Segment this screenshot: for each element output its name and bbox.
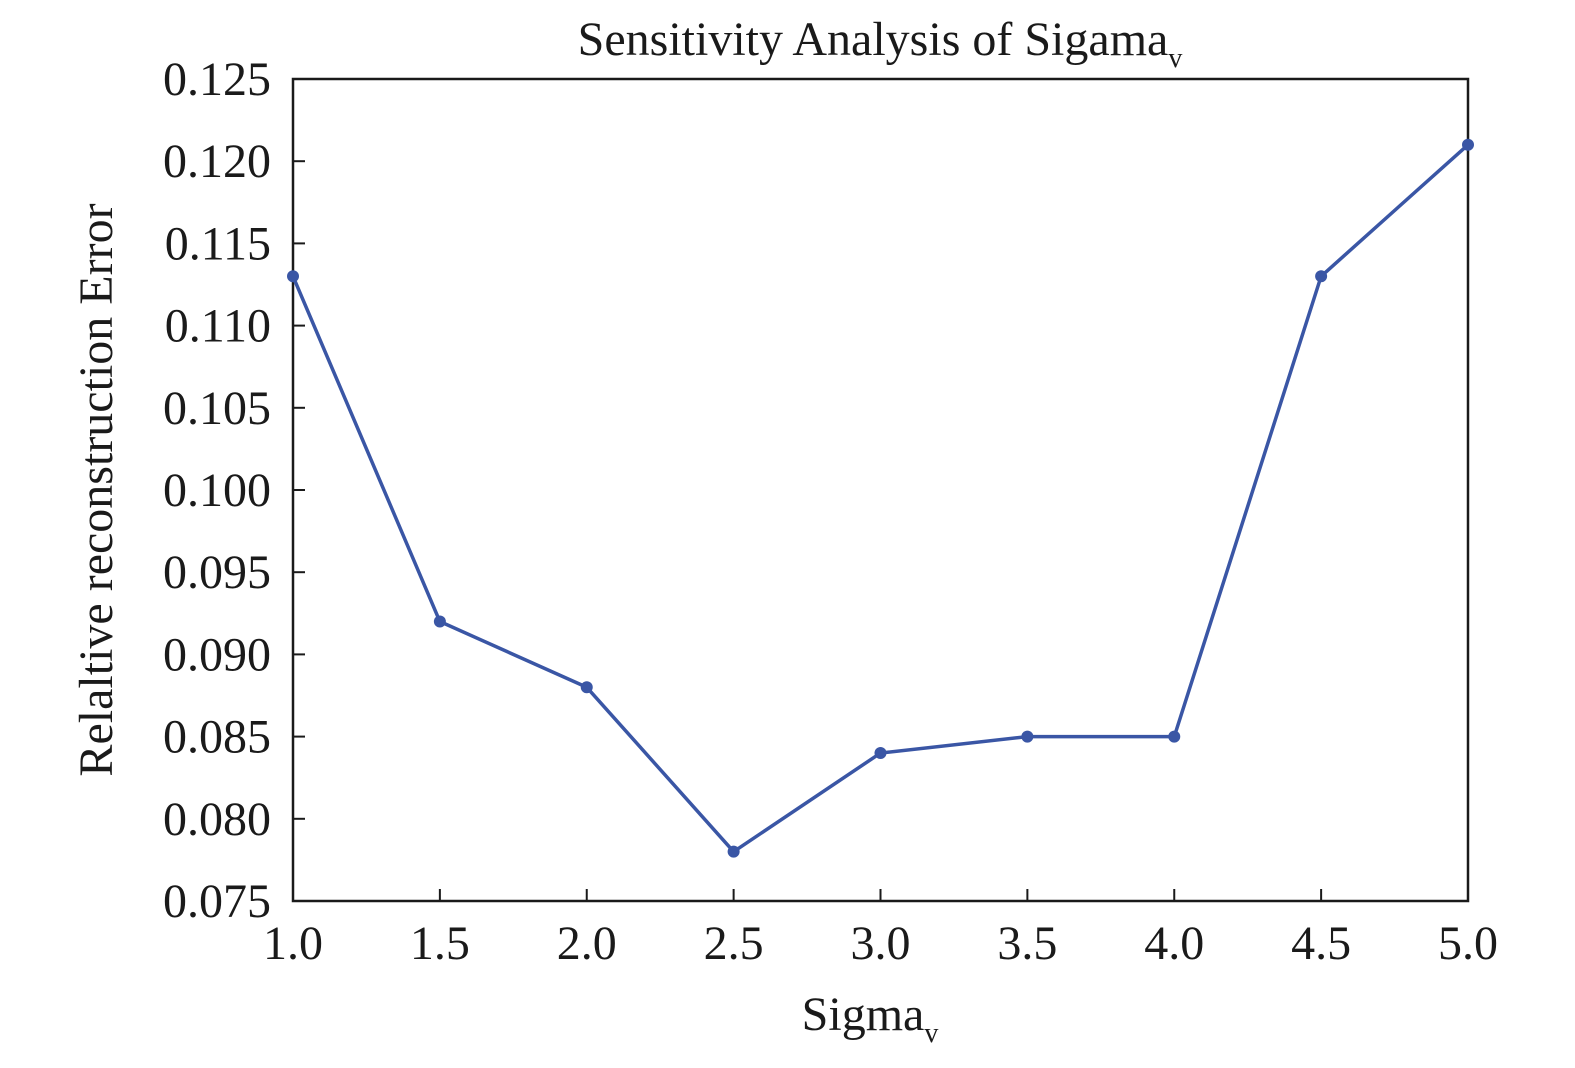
- data-point: [1168, 730, 1181, 743]
- y-axis-label: Relaltive reconstruction Error: [70, 203, 123, 776]
- plot-frame: [291, 77, 1470, 903]
- x-tick-label: 4.0: [1144, 917, 1204, 970]
- axes-layer: 1.0 1.5 2.0 2.5 3.0 3.5 4.0 4.5 5.0 0.075 0.080 0.0…: [163, 53, 1498, 970]
- x-tick-label: 3.0: [851, 917, 911, 970]
- x-tick-label: 4.5: [1291, 917, 1351, 970]
- marks-layer: [287, 138, 1474, 858]
- x-axis-label: Sigmav: [802, 988, 939, 1049]
- x-tick-label: 2.5: [704, 917, 764, 970]
- y-tick-label: 0.125: [163, 53, 271, 106]
- series-line: [291, 143, 1470, 854]
- data-point: [287, 270, 299, 283]
- data-point: [727, 845, 740, 858]
- data-point: [433, 615, 446, 628]
- y-tick-label: 0.090: [163, 628, 271, 681]
- y-tick-label: 0.120: [163, 135, 271, 188]
- data-point: [874, 747, 887, 760]
- x-axis-label-subscript: v: [924, 1018, 938, 1049]
- x-tick-label: 5.0: [1438, 917, 1498, 970]
- chart-title: Sensitivity Analysis of Sigamav: [578, 13, 1183, 74]
- y-tick-label: 0.080: [163, 793, 271, 846]
- x-tick-label: 2.0: [557, 917, 617, 970]
- chart-title-subscript: v: [1168, 43, 1182, 74]
- y-tick-label: 0.105: [163, 382, 271, 435]
- y-tick-label: 0.115: [165, 217, 271, 270]
- chart-title-text: Sensitivity Analysis of Sigama: [578, 13, 1169, 66]
- x-tick-label: 3.5: [997, 917, 1057, 970]
- data-point: [1021, 730, 1034, 743]
- x-axis-label-text: Sigma: [802, 988, 925, 1041]
- data-point: [580, 681, 593, 694]
- x-tick-label: 1.5: [410, 917, 470, 970]
- y-tick-label: 0.085: [163, 711, 271, 764]
- x-tick-label: 1.0: [263, 917, 323, 970]
- y-tick-label: 0.095: [163, 546, 271, 599]
- data-point: [1462, 138, 1474, 151]
- y-tick-label: 0.110: [165, 300, 271, 353]
- y-tick-label: 0.075: [163, 875, 271, 928]
- y-tick-label: 0.100: [163, 464, 271, 517]
- data-point: [1315, 270, 1328, 283]
